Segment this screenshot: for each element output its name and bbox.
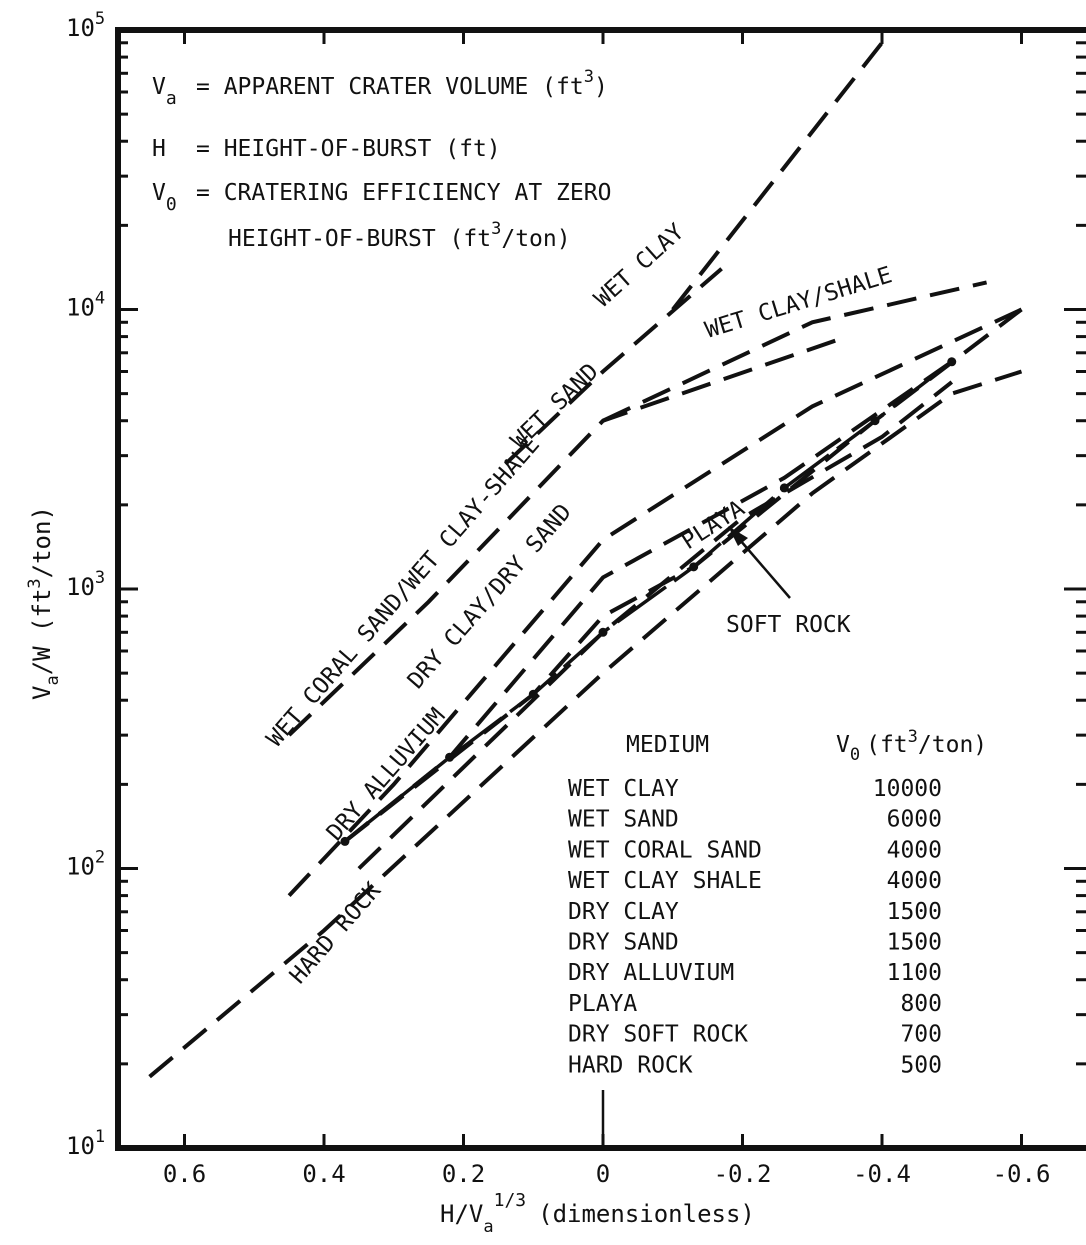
table-row-medium: WET CLAY — [568, 776, 679, 802]
soft-rock-arrow-line — [739, 539, 791, 599]
table-row-v0: 4000 — [887, 868, 942, 894]
data-point — [947, 357, 957, 367]
data-point — [598, 627, 608, 637]
x-tick-labels: 0.6 0.4 0.2 0 -0.2 -0.4 -0.6 — [163, 1160, 1051, 1188]
x-tick-label: -0.6 — [993, 1160, 1051, 1188]
x-tick-label: 0 — [596, 1160, 610, 1188]
table-header-v0: V0 (ft3/ton) — [836, 727, 987, 765]
table-row-v0: 1500 — [887, 899, 942, 925]
table-row-medium: DRY SOFT ROCK — [568, 1022, 748, 1048]
data-markers — [340, 357, 957, 846]
label-dry-clay-dry-sand: DRY CLAY/DRY SAND — [403, 499, 577, 694]
table-row-v0: 700 — [900, 1022, 942, 1048]
x-tick-label: 0.6 — [163, 1160, 206, 1188]
table-row-medium: DRY ALLUVIUM — [568, 960, 734, 986]
y-tick-label: 103 — [66, 568, 105, 601]
data-point — [340, 836, 350, 846]
curve-series — [148, 41, 1023, 1079]
x-tick-label: 0.2 — [442, 1160, 485, 1188]
label-wet-clay-shale: WET CLAY/SHALE — [702, 262, 895, 344]
definition-text: HEIGHT-OF-BURST (ft3/ton) — [228, 219, 571, 252]
table-row-v0: 1100 — [887, 960, 942, 986]
series-hard-rock — [148, 369, 1023, 1079]
table-row-v0: 10000 — [873, 776, 942, 802]
table-row-medium: DRY CLAY — [568, 899, 679, 925]
table-row-medium: PLAYA — [568, 991, 637, 1017]
table-row-v0: 500 — [900, 1052, 942, 1078]
label-hard-rock: HARD ROCK — [285, 878, 386, 989]
y-tick-label: 104 — [66, 289, 105, 322]
data-point — [779, 483, 789, 493]
series-wet-sand — [504, 267, 723, 466]
definition-symbol: Va — [152, 74, 177, 109]
x-tick-label: -0.2 — [714, 1160, 772, 1188]
table-row-v0: 1500 — [887, 930, 942, 956]
definitions-block: Va = APPARENT CRATER VOLUME (ft3) H = HEIGH… — [152, 67, 611, 252]
definition-text: = APPARENT CRATER VOLUME (ft3) — [196, 67, 608, 100]
y-tick-label: 102 — [66, 848, 105, 881]
series-wet-clay-shale — [602, 280, 988, 423]
y-tick-label: 101 — [66, 1127, 105, 1160]
y-tick-label: 105 — [66, 9, 105, 42]
series-soft-rock — [357, 380, 954, 870]
table-row-v0: 800 — [900, 991, 942, 1017]
soft-rock-arrowhead — [728, 526, 748, 546]
definition-symbol: V0 — [152, 180, 177, 215]
label-playa: PLAYA — [677, 495, 749, 555]
table-header-medium: MEDIUM — [626, 732, 709, 758]
table-row-medium: WET CORAL SAND — [568, 837, 762, 863]
y-tick-labels: 101 102 103 104 105 — [66, 9, 105, 1160]
y-axis-label: Va/W (ft3/ton) — [25, 506, 63, 700]
axis-ticks — [118, 28, 1086, 1150]
data-point — [445, 752, 455, 762]
label-wet-clay: WET CLAY — [590, 219, 690, 313]
medium-table: MEDIUM V0 (ft3/ton) WET CLAY 10000 WET SAND… — [568, 727, 987, 1078]
table-rows: WET CLAY 10000 WET SAND 6000 WET CORAL SAND 4… — [568, 776, 942, 1078]
definition-symbol: H — [152, 136, 166, 162]
data-point — [870, 416, 880, 426]
data-point — [528, 689, 538, 699]
data-point — [689, 562, 699, 572]
x-tick-label: 0.4 — [302, 1160, 345, 1188]
table-row-medium: WET SAND — [568, 807, 679, 833]
table-row-v0: 4000 — [887, 837, 942, 863]
series-wet-coral-sand-wet-clay-shale — [287, 334, 848, 737]
x-axis-label: H/Va1/3 (dimensionless) — [440, 1190, 755, 1237]
x-tick-label: -0.4 — [853, 1160, 911, 1188]
series-dry-clay-dry-sand — [287, 307, 1023, 897]
table-row-medium: WET CLAY SHALE — [568, 868, 762, 894]
median-line — [343, 360, 953, 843]
table-row-medium: DRY SAND — [568, 930, 679, 956]
definition-text: = HEIGHT-OF-BURST (ft) — [196, 136, 501, 162]
series-wet-clay — [671, 41, 884, 311]
table-row-medium: HARD ROCK — [568, 1052, 693, 1078]
definition-text: = CRATERING EFFICIENCY AT ZERO — [196, 180, 611, 206]
table-row-v0: 6000 — [887, 807, 942, 833]
label-soft-rock: SOFT ROCK — [726, 612, 851, 638]
